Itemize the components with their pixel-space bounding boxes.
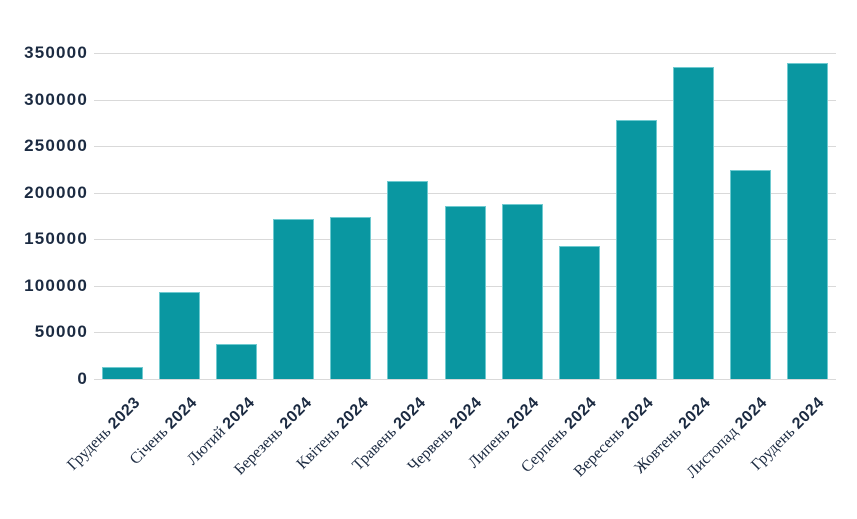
bar-Червень 2024 [445, 206, 486, 379]
y-tick-label: 150000 [24, 229, 88, 248]
x-tick-year: 2024 [561, 394, 601, 433]
y-tick-label: 100000 [24, 276, 88, 295]
y-tick-label: 250000 [24, 136, 88, 155]
gridline [94, 100, 836, 101]
bar-Лютий 2024 [216, 344, 257, 379]
bar-Жовтень 2024 [673, 67, 714, 379]
bar-Січень 2024 [159, 292, 200, 379]
bar-Липень 2024 [502, 204, 543, 379]
x-tick-month: Липень [465, 420, 517, 472]
x-tick-month: Лютий [183, 420, 232, 469]
x-tick-month: Травень [348, 420, 403, 475]
bar-Грудень 2023 [102, 367, 143, 379]
x-tick-month: Квітень [293, 420, 346, 473]
x-tick-year: 2024 [390, 394, 430, 433]
x-tick-month: Грудень [64, 420, 118, 474]
gridline [94, 146, 836, 147]
x-tick-year: 2024 [618, 394, 658, 433]
x-tick-month: Червень [405, 420, 460, 475]
x-tick-month: Листопад [683, 420, 745, 482]
x-tick-year: 2024 [789, 394, 829, 433]
bar-Серпень 2024 [559, 246, 600, 379]
x-tick-year: 2024 [732, 394, 772, 433]
x-tick-month: Вересень [570, 420, 631, 481]
x-tick-year: 2024 [333, 394, 373, 433]
y-tick-label: 200000 [24, 183, 88, 202]
bar-Вересень 2024 [616, 120, 657, 379]
x-tick-year: 2024 [675, 394, 715, 433]
bar-Квітень 2024 [330, 217, 371, 379]
bar-Березень 2024 [273, 219, 314, 379]
x-axis-line [94, 379, 836, 380]
x-tick-month: Серпень [517, 420, 574, 477]
bar-Травень 2024 [387, 181, 428, 379]
bar-Листопад 2024 [730, 170, 771, 379]
x-tick-year: 2024 [447, 394, 487, 433]
x-tick-month: Березень [230, 420, 289, 479]
x-tick-year: 2023 [105, 394, 145, 433]
x-tick-year: 2024 [162, 394, 202, 433]
x-tick-year: 2024 [504, 394, 544, 433]
x-tick-month: Січень [126, 420, 175, 469]
x-tick-year: 2024 [219, 394, 259, 433]
gridline [94, 193, 836, 194]
y-tick-label: 350000 [24, 43, 88, 62]
x-tick-month: Жовтень [631, 420, 688, 477]
gridline [94, 53, 836, 54]
y-tick-label: 300000 [24, 90, 88, 109]
y-tick-label: 50000 [34, 322, 88, 341]
x-tick-year: 2024 [276, 394, 316, 433]
y-tick-label: 0 [77, 369, 88, 388]
x-tick-month: Грудень [748, 420, 802, 474]
bar-Грудень 2024 [787, 63, 828, 379]
